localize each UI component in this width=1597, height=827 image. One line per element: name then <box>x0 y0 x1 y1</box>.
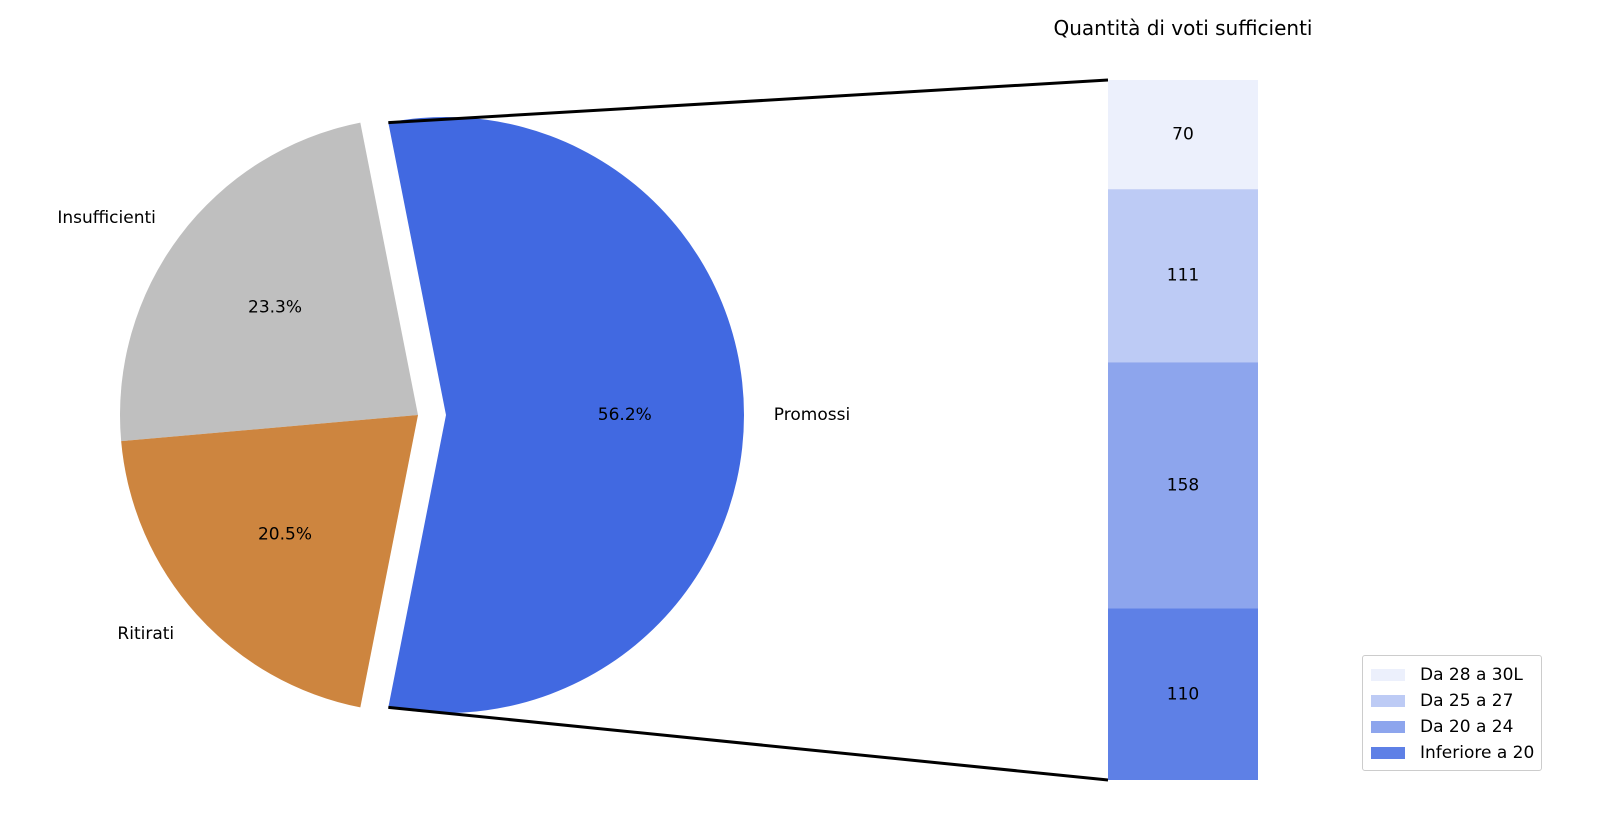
legend-item: Da 28 a 30L <box>1371 662 1533 688</box>
bar-value-label: 110 <box>1167 684 1199 704</box>
bar-segment <box>1108 189 1258 363</box>
pie-category-label: Ritirati <box>117 624 174 644</box>
legend-label: Da 28 a 30L <box>1420 665 1523 685</box>
bar-value-label: 111 <box>1167 266 1199 286</box>
legend-label: Da 20 a 24 <box>1420 717 1514 737</box>
legend-item: Da 25 a 27 <box>1371 688 1533 714</box>
legend-item: Inferiore a 20 <box>1371 740 1535 766</box>
pie-percent-label: 56.2% <box>598 405 652 425</box>
bar-chart-title: Quantità di voti sufficienti <box>1053 16 1312 40</box>
pie-category-label: Insufficienti <box>57 208 156 228</box>
pie-slice-promossi <box>388 116 744 714</box>
legend-swatch <box>1371 695 1405 707</box>
connector-line-top <box>388 78 1109 125</box>
pie-category-label: Promossi <box>774 405 850 425</box>
legend-swatch <box>1371 669 1405 681</box>
bar-segment <box>1108 362 1258 609</box>
legend-swatch <box>1371 721 1405 733</box>
connector-line-bottom <box>388 705 1109 782</box>
stacked-bar-chart: 110 158 111 70 <box>1108 80 1258 780</box>
bar-value-label: 158 <box>1167 475 1199 495</box>
bar-segment <box>1108 608 1258 780</box>
legend: Da 28 a 30L Da 25 a 27 Da 20 a 24 Inferi… <box>1362 655 1542 771</box>
pie-percent-label: 20.5% <box>258 525 312 545</box>
bar-segment <box>1108 80 1258 190</box>
pie-chart: 56.2% Promossi 23.3% Insufficienti 20.5% Riti… <box>57 116 850 714</box>
legend-item: Da 20 a 24 <box>1371 714 1533 740</box>
bar-value-label: 70 <box>1172 125 1194 145</box>
pie-slice-ritirati <box>121 415 418 708</box>
legend-label: Da 25 a 27 <box>1420 691 1514 711</box>
pie-percent-label: 23.3% <box>248 298 302 318</box>
connector-lines <box>388 78 1109 782</box>
pie-slice-insufficienti <box>119 122 418 442</box>
legend-swatch <box>1371 747 1405 759</box>
legend-label: Inferiore a 20 <box>1420 743 1535 763</box>
